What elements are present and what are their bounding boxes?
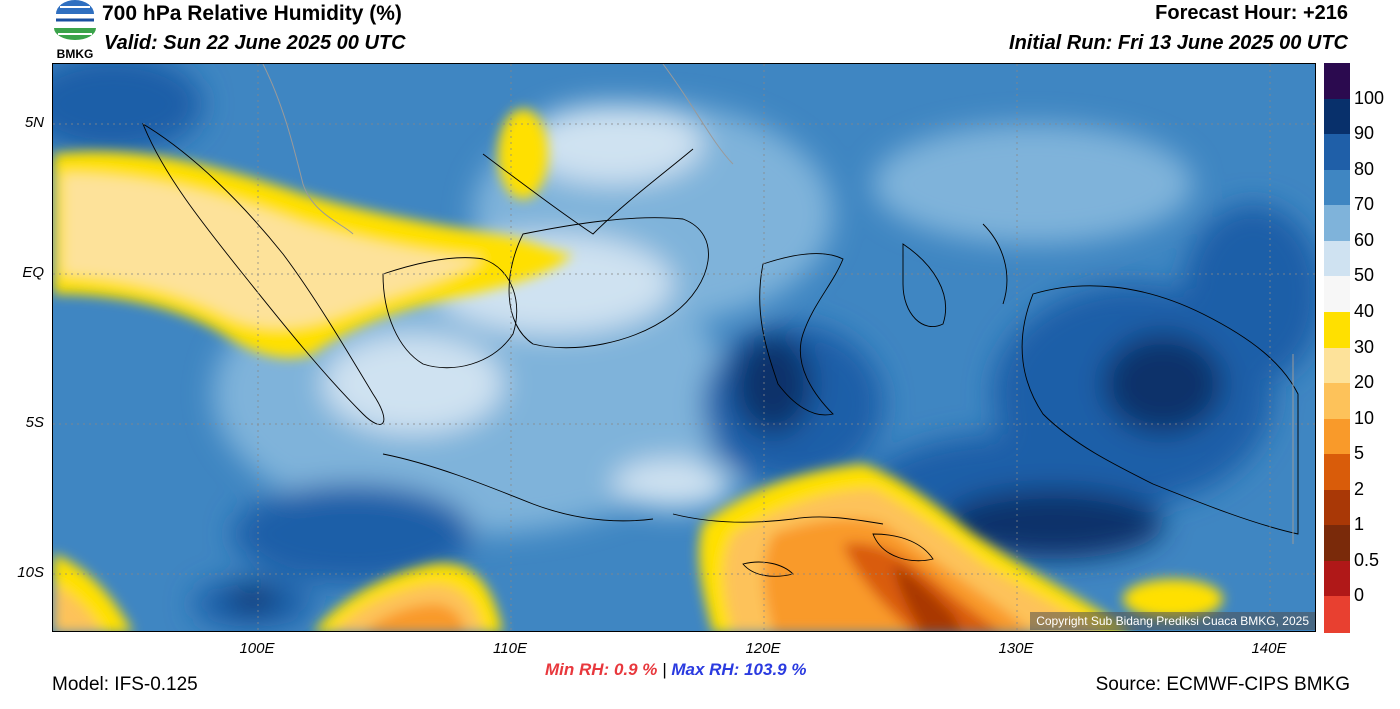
colorbar-label: 40 bbox=[1354, 300, 1375, 321]
lat-label-10s: 10S bbox=[17, 564, 44, 581]
colorbar-label: 90 bbox=[1354, 123, 1375, 144]
colorbar-label: 0.5 bbox=[1354, 549, 1380, 570]
source-info: Source: ECMWF-CIPS BMKG bbox=[1095, 674, 1350, 695]
valid-time: Valid: Sun 22 June 2025 00 UTC bbox=[104, 32, 406, 54]
colorbar-segment bbox=[1324, 383, 1350, 420]
min-rh-value: 0.9 % bbox=[613, 660, 658, 679]
initial-run: Initial Run: Fri 13 June 2025 00 UTC bbox=[1009, 32, 1348, 54]
coastlines bbox=[142, 122, 1299, 577]
colorbar-segment bbox=[1324, 205, 1350, 242]
lat-label-5s: 5S bbox=[25, 414, 44, 431]
colorbar-label: 100 bbox=[1354, 87, 1385, 108]
colorbar-segment bbox=[1324, 418, 1350, 455]
colorbar-segment bbox=[1324, 134, 1350, 171]
colorbar-segment bbox=[1324, 347, 1350, 384]
colorbar-label: 70 bbox=[1354, 194, 1375, 215]
humidity-map bbox=[52, 63, 1316, 632]
chart-title: 700 hPa Relative Humidity (%) bbox=[102, 2, 402, 25]
copyright-notice: Copyright Sub Bidang Prediksi Cuaca BMKG… bbox=[1030, 612, 1315, 630]
min-max-stats: Min RH: 0.9 % | Max RH: 103.9 % bbox=[545, 660, 806, 680]
map-canvas bbox=[53, 64, 1315, 631]
lon-label-100e: 100E bbox=[239, 640, 275, 657]
colorbar-segment bbox=[1324, 560, 1350, 597]
min-rh-label: Min RH: bbox=[545, 660, 610, 679]
colorbar-label: 10 bbox=[1354, 407, 1375, 428]
colorbar-segment bbox=[1324, 525, 1350, 562]
stats-separator: | bbox=[662, 660, 667, 679]
lon-label-120e: 120E bbox=[745, 640, 781, 657]
colorbar-segment bbox=[1324, 276, 1350, 313]
colorbar-label: 1 bbox=[1354, 514, 1365, 535]
lon-label-130e: 130E bbox=[998, 640, 1034, 657]
colorbar-segment bbox=[1324, 169, 1350, 206]
colorbar-segment bbox=[1324, 311, 1350, 348]
gridlines bbox=[53, 64, 1315, 631]
colorbar-segment bbox=[1324, 489, 1350, 526]
colorbar-segment bbox=[1324, 98, 1350, 135]
lon-label-110e: 110E bbox=[493, 640, 527, 657]
logo-text: BMKG bbox=[57, 47, 94, 60]
bmkg-logo: BMKG bbox=[50, 0, 100, 61]
colorbar-segment bbox=[1324, 63, 1350, 100]
colorbar-label: 30 bbox=[1354, 336, 1375, 357]
colorbar-segment bbox=[1324, 596, 1350, 633]
colorbar-label: 0 bbox=[1354, 585, 1365, 606]
lat-label-eq: EQ bbox=[22, 264, 44, 281]
colorbar-label: 50 bbox=[1354, 265, 1375, 286]
colorbar-segment bbox=[1324, 240, 1350, 277]
forecast-hour: Forecast Hour: +216 bbox=[1155, 2, 1348, 24]
lat-label-5n: 5N bbox=[24, 114, 44, 131]
lon-label-140e: 140E bbox=[1251, 640, 1287, 657]
colorbar bbox=[1324, 63, 1350, 633]
country-borders bbox=[262, 64, 1294, 544]
colorbar-label: 20 bbox=[1354, 372, 1375, 393]
colorbar-label: 2 bbox=[1354, 478, 1365, 499]
model-info: Model: IFS-0.125 bbox=[52, 674, 198, 695]
colorbar-label: 60 bbox=[1354, 229, 1375, 250]
colorbar-segment bbox=[1324, 454, 1350, 491]
colorbar-label: 80 bbox=[1354, 158, 1375, 179]
max-rh-value: 103.9 % bbox=[744, 660, 807, 679]
colorbar-label: 5 bbox=[1354, 443, 1365, 464]
max-rh-label: Max RH: bbox=[671, 660, 740, 679]
